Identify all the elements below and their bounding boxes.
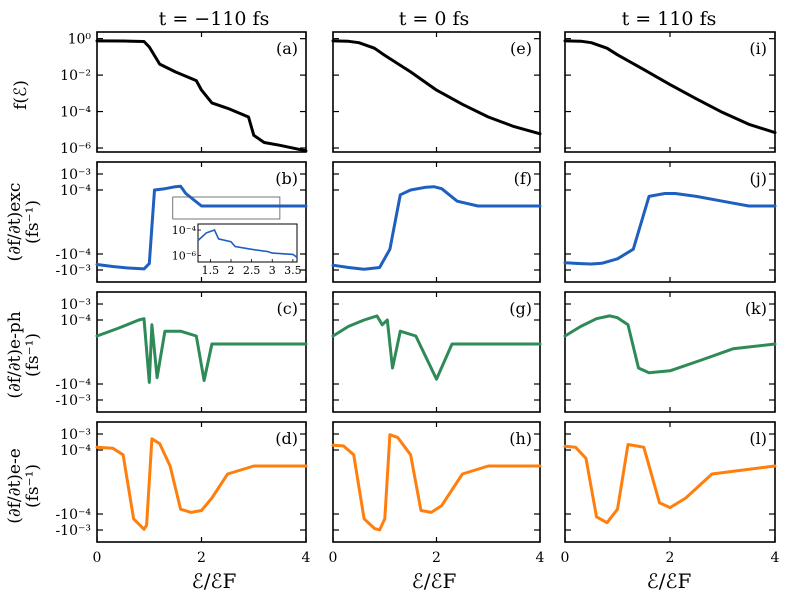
inset-y-tick-label: 10⁻⁴ [172, 224, 197, 237]
panel-label: (l) [749, 429, 767, 448]
panel-label: (b) [275, 169, 298, 188]
series-line [563, 314, 777, 375]
panel-label: (e) [510, 39, 532, 58]
series-line [95, 39, 308, 153]
axes-frame [564, 291, 776, 413]
y-tick-label: 10⁻⁴ [60, 183, 91, 199]
panel-d: 0 2 4 10⁻³10⁻⁴ -10⁻⁴-10⁻³ (d) [55, 421, 311, 566]
inset-series-line [197, 229, 298, 258]
panel-j: (j) [563, 161, 777, 283]
panel-label: (f) [514, 169, 532, 188]
series-line [95, 184, 308, 271]
ylabel-row-2: (∂f/∂t)e-ph [5, 311, 25, 398]
x-tick-label: 2 [197, 550, 206, 566]
y-tick-label: 10⁻⁴ [60, 105, 91, 121]
inset-x-tick-label: 3.5 [284, 264, 302, 277]
ylabel-row-3: (∂f/∂t)e-e [5, 448, 25, 524]
axes-frame [96, 291, 307, 413]
panel-b: 10⁻³10⁻⁴-10⁻⁴-10⁻³(b)10⁻⁴10⁻⁶1.5 2 2.5 3 3.5 [55, 161, 308, 283]
inset-y-tick-label: 10⁻⁶ [172, 249, 197, 262]
series-line [331, 39, 542, 136]
series-line [95, 437, 308, 531]
panel-label: (j) [750, 169, 767, 188]
axes-frame [564, 421, 776, 543]
panel-f: (f) [331, 161, 542, 283]
column-title-0: t = −110 fs [159, 8, 270, 30]
axes-frame [564, 31, 776, 153]
panel-label: (g) [509, 299, 532, 318]
x-tick-label: 2 [432, 550, 441, 566]
y-tick-label: 10⁻² [60, 68, 91, 84]
y-tick-label: 10⁻⁴ [60, 313, 91, 329]
column-title-1: t = 0 fs [399, 8, 470, 30]
series-line [331, 185, 542, 271]
x-tick-label: 0 [93, 550, 102, 566]
y-tick-label: -10⁻³ [55, 263, 91, 279]
y-tick-label: -10⁻⁴ [55, 507, 91, 523]
zoom-box [172, 196, 281, 220]
x-tick-label: 4 [302, 550, 311, 566]
inset-x-tick-label: 2.5 [243, 264, 261, 277]
panel-k: (k) [563, 291, 777, 413]
y-tick-label: -10⁻³ [55, 393, 91, 409]
xlabel-col-1: ℰ/ℰF [412, 569, 457, 593]
inset-x-tick-label: 1.5 [202, 264, 220, 277]
y-tick-label: -10⁻⁴ [55, 377, 91, 393]
series-line [563, 39, 777, 135]
panel-c: 10⁻³10⁻⁴ -10⁻⁴-10⁻³ (c) [55, 291, 308, 413]
panel-label: (d) [275, 429, 298, 448]
panel-g: (g) [331, 291, 542, 413]
panel-label: (a) [276, 39, 298, 58]
y-tick-label: 10⁻³ [60, 297, 91, 313]
y-tick-label: 10⁻³ [60, 167, 91, 183]
axes-frame [332, 31, 541, 153]
ylabel-unit-row-1: (fs⁻¹) [23, 200, 43, 244]
xlabel-col-0: ℰ/ℰF [192, 569, 237, 593]
x-tick-label: 0 [561, 550, 570, 566]
ylabel-unit-row-3: (fs⁻¹) [23, 464, 43, 508]
series-line [331, 433, 542, 532]
ylabel-unit-row-2: (fs⁻¹) [23, 333, 43, 377]
series-line [563, 192, 777, 266]
series-line [95, 317, 308, 384]
panel-label: (h) [509, 429, 532, 448]
x-tick-label: 4 [771, 550, 780, 566]
panel-label: (i) [749, 39, 767, 58]
inset-x-tick-label: 3 [269, 264, 276, 277]
y-tick-label: 10⁻⁶ [60, 141, 91, 157]
column-title-2: t = 110 fs [622, 8, 717, 30]
panel-a: 10⁰ 10⁻² 10⁻⁴ 10⁻⁶ (a) [60, 31, 308, 157]
inset-frame [197, 223, 298, 263]
y-tick-label: -10⁻⁴ [55, 247, 91, 263]
panel-label: (k) [745, 299, 767, 318]
x-tick-label: 0 [329, 550, 338, 566]
x-tick-label: 4 [536, 550, 545, 566]
inset-x-tick-label: 2 [228, 264, 235, 277]
y-tick-label: 10⁰ [68, 32, 92, 48]
x-tick-label: 2 [666, 550, 675, 566]
y-tick-label: -10⁻³ [55, 523, 91, 539]
xlabel-col-2: ℰ/ℰF [647, 569, 692, 593]
series-line [563, 443, 777, 525]
panel-i: (i) [563, 31, 777, 153]
ylabel-row-1: (∂f/∂t)exc [5, 183, 25, 262]
y-tick-label: 10⁻³ [60, 427, 91, 443]
series-line [331, 314, 542, 381]
panel-e: (e) [331, 31, 542, 153]
panel-label: (c) [277, 299, 298, 318]
panel-h: 0 2 4 (h) [329, 421, 545, 566]
ylabel-row-0: f(ℰ) [11, 80, 31, 110]
y-tick-label: 10⁻⁴ [60, 443, 91, 459]
panel-l: 0 2 4 (l) [561, 421, 780, 566]
axes-frame [332, 161, 541, 283]
